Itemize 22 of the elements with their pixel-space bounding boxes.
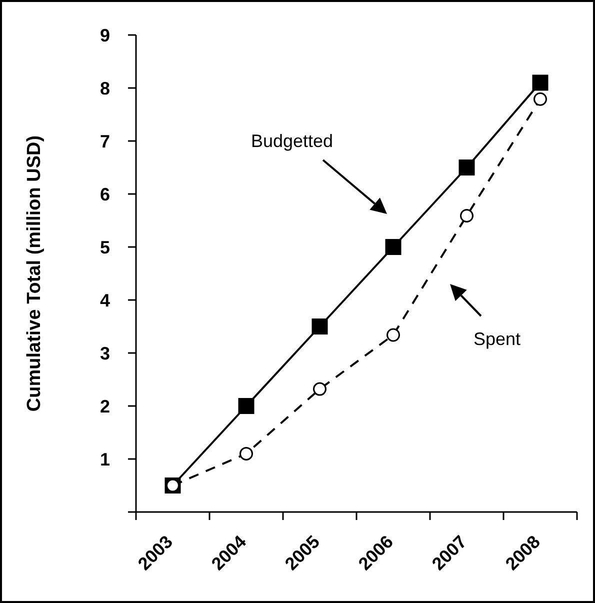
y-tick-label: 7 — [100, 131, 110, 152]
y-tick-label: 5 — [100, 237, 110, 258]
y-tick-label: 8 — [100, 78, 110, 98]
y-tick-label: 6 — [100, 184, 110, 204]
point — [386, 328, 400, 342]
point — [532, 74, 548, 91]
point — [458, 160, 475, 176]
point — [240, 446, 253, 460]
point — [460, 208, 474, 222]
y-tick-label: 2 — [100, 396, 110, 416]
point — [385, 239, 402, 255]
annotation: Budgetted — [250, 131, 334, 151]
point — [312, 318, 328, 334]
y-tick-label: 1 — [100, 449, 110, 470]
y-tick-label: 3 — [100, 343, 110, 364]
point — [313, 382, 326, 396]
y-tick-label: 9 — [100, 25, 110, 46]
point — [238, 398, 254, 414]
y-tick-label: 4 — [100, 290, 110, 310]
point — [534, 92, 547, 106]
y-axis-title: Cumulative Total (million USD) — [24, 135, 45, 412]
annotation: Spent — [473, 329, 521, 349]
